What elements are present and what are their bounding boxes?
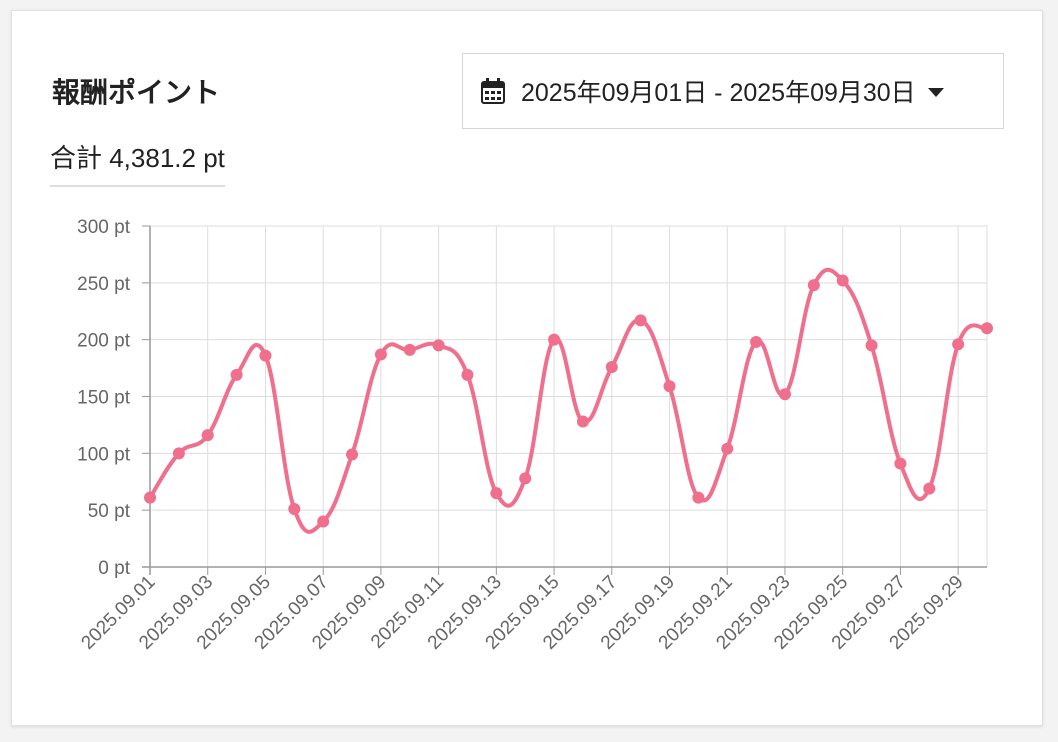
data-point xyxy=(346,448,359,461)
calendar-icon xyxy=(481,78,505,104)
data-point xyxy=(317,515,330,528)
data-point xyxy=(461,368,474,381)
data-point xyxy=(172,447,185,460)
y-tick-label: 0 pt xyxy=(98,558,130,579)
x-axis-ticks: 2025.09.012025.09.032025.09.052025.09.07… xyxy=(77,567,968,654)
data-point xyxy=(490,487,503,500)
data-point xyxy=(778,388,791,401)
y-axis-ticks: 0 pt 50 pt 100 pt 150 pt 200 pt 250 pt 300 pt xyxy=(77,217,150,579)
data-point xyxy=(894,457,907,470)
data-point xyxy=(374,348,387,361)
series-line xyxy=(148,267,988,534)
data-point xyxy=(865,339,878,352)
data-point xyxy=(144,491,156,504)
data-point xyxy=(201,429,214,442)
y-tick-label: 250 pt xyxy=(77,274,131,295)
chart-axes xyxy=(142,226,987,575)
data-point xyxy=(259,349,272,362)
data-point xyxy=(519,472,532,485)
data-point xyxy=(750,335,763,348)
y-tick-label: 200 pt xyxy=(77,331,131,352)
data-point xyxy=(288,503,301,516)
y-tick-label: 100 pt xyxy=(77,444,131,465)
data-point xyxy=(576,415,589,428)
data-point xyxy=(836,274,849,287)
y-tick-label: 150 pt xyxy=(77,388,131,409)
caret-down-icon xyxy=(927,87,944,97)
data-point xyxy=(807,279,820,292)
data-point xyxy=(605,360,618,373)
data-point xyxy=(432,339,445,352)
data-point xyxy=(403,343,416,356)
data-point xyxy=(721,442,734,455)
data-point xyxy=(692,491,705,504)
date-range-text: 2025年09月01日 - 2025年09月30日 xyxy=(521,79,916,107)
data-point xyxy=(981,322,993,335)
data-point xyxy=(548,333,561,346)
card-title: 報酬ポイント xyxy=(52,77,221,108)
data-point xyxy=(663,380,676,393)
series-points xyxy=(144,274,993,528)
total-points: 合計 4,381.2 pt xyxy=(50,138,225,187)
date-range-picker[interactable]: 2025年09月01日 - 2025年09月30日 xyxy=(462,53,1004,129)
y-tick-label: 50 pt xyxy=(88,501,131,522)
data-point xyxy=(923,482,936,495)
data-point xyxy=(634,314,647,327)
y-tick-label: 300 pt xyxy=(77,217,131,238)
data-point xyxy=(230,368,243,381)
data-point xyxy=(952,338,965,351)
reward-points-card: 報酬ポイント 合計 4,381.2 pt 2025年09月01日 - 2025年… xyxy=(11,10,1043,726)
